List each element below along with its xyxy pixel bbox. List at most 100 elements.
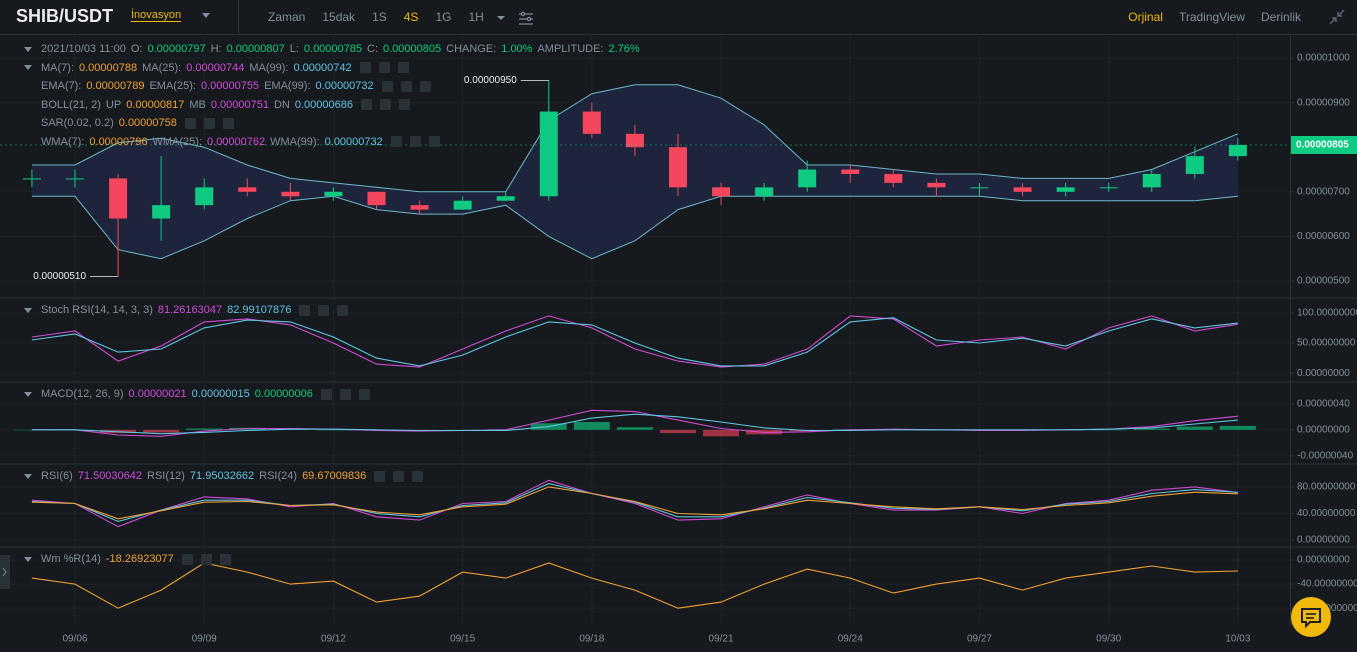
interval[interactable]: 4S [403,10,419,24]
legend-icon[interactable] [393,470,405,482]
legend-item: 71.95032662 [189,470,255,482]
legend-item: 0.00000751 [210,98,269,111]
legend-icon[interactable] [378,62,390,74]
legend-icon[interactable] [337,304,349,316]
legend-row: MA(7): 0.00000788 MA(25): 0.00000744 MA(99):… [24,59,645,78]
legend-icon[interactable] [412,470,424,482]
legend-item: EMA(99): [264,80,311,92]
legend-item: 2021/10/03 11:00 [41,43,126,55]
legend-icon[interactable] [339,388,351,400]
legend-row: EMA(7): 0.00000789 EMA(25): 0.00000755 EMA(9… [41,77,645,96]
candle-body [884,173,903,183]
candle-body [798,169,817,188]
indicator-line [31,479,1238,528]
legend-row: RSI(6) 71.50030642 RSI(12) 71.95032662 RSI(2… [24,467,428,486]
legend-item: H: [210,43,222,55]
candle-body [22,178,41,180]
y-tick-label: 0.00000600 [1297,231,1350,242]
interval[interactable]: 1G [435,10,452,24]
legend-item: 0.00000021 [128,388,187,400]
legend-item: 0.00000744 [186,61,245,74]
candle-body [712,187,731,197]
histogram-bar [1176,426,1213,430]
view-tab[interactable]: Orjinal [1128,10,1163,24]
legend-row: Wm %R(14) -18.26923077 [24,550,236,569]
legend-icon[interactable] [358,388,370,400]
legend-row: 2021/10/03 11:00 O: 0.00000797 H: 0.00000807… [24,40,645,59]
legend-icon[interactable] [181,553,193,565]
symbol-tag[interactable]: İnovasyon [131,9,182,22]
legend-item: MA(25): [142,61,182,74]
price-tag [1290,135,1357,154]
legend-icon[interactable] [398,99,410,111]
legend-item: UP [105,98,122,111]
legend-icon[interactable] [397,62,409,74]
symbol-dropdown[interactable] [202,13,210,22]
legend-icon[interactable] [299,304,311,316]
chat-button[interactable] [1291,597,1331,637]
toolbar-icons[interactable] [493,10,543,26]
legend-icon[interactable] [219,553,231,565]
legend-icon[interactable] [428,136,440,148]
legend-icon[interactable] [359,62,371,74]
legend-item: 0.00000762 [207,135,266,148]
legend-item: C: [367,43,379,55]
legend-icon[interactable] [320,388,332,400]
indicator-line [31,413,1238,435]
candle-body [66,178,84,180]
legend-icon[interactable] [381,80,393,92]
candle-body [1013,187,1032,192]
y-tick-label: 0.00000900 [1297,97,1350,108]
side-tab[interactable] [0,555,10,589]
legend-item: 0.00000015 [191,388,250,400]
view-tab[interactable]: TradingView [1178,10,1245,24]
legend-icon[interactable] [184,117,196,129]
legend-item: L: [289,43,299,55]
legend-icon[interactable] [400,80,412,92]
legend-icon[interactable] [203,117,215,129]
collapse-toggle[interactable] [24,307,32,317]
x-tick-label: 09/09 [192,634,217,645]
legend-icon[interactable] [318,304,330,316]
collapse-toggle[interactable] [24,46,32,56]
y-tick-label: 0.00000000 [1297,555,1350,566]
legend-icon[interactable] [200,553,212,565]
histogram-bar [616,427,653,430]
interval[interactable]: 1S [372,10,387,24]
legend-icon[interactable] [360,99,372,111]
view-tab[interactable]: Derinlik [1260,10,1301,24]
candle-body [927,182,946,188]
legend-icon[interactable] [222,117,234,129]
interval[interactable]: 15dak [322,10,356,24]
legend-icon[interactable] [390,136,402,148]
collapse-toggle[interactable] [24,556,32,566]
separator [238,0,239,35]
candle-body [1056,187,1075,192]
legend: 2021/10/03 11:00 O: 0.00000797 H: 0.00000807… [24,40,645,151]
legend-item: 0.00000006 [254,388,313,400]
legend-item: O: [130,43,143,55]
collapse-toggle[interactable] [24,391,32,401]
legend-icon[interactable] [374,470,386,482]
interval[interactable]: Zaman [268,10,306,24]
collapse-button[interactable] [1327,7,1347,27]
legend-item: 0.00000817 [126,98,185,111]
collapse-toggle[interactable] [24,473,32,483]
legend-item: 71.50030642 [77,470,143,482]
y-tick-label: -40.00000000 [1297,579,1357,590]
interval[interactable]: 1H [468,10,484,24]
legend-icon[interactable] [419,80,431,92]
legend-icon[interactable] [409,136,421,148]
candle-body [238,187,257,192]
symbol[interactable]: SHIB/USDT [16,6,114,26]
legend-icon[interactable] [379,99,391,111]
candle-body [367,191,386,206]
candle-body [841,169,860,174]
candle-body [453,200,472,210]
legend-item: 0.00000788 [79,61,138,74]
legend-item: 0.00000732 [324,135,383,148]
band-line [31,195,1238,260]
legend-item: CHANGE: [446,43,497,55]
legend-item: 0.00000785 [303,43,363,55]
collapse-toggle[interactable] [24,65,32,74]
